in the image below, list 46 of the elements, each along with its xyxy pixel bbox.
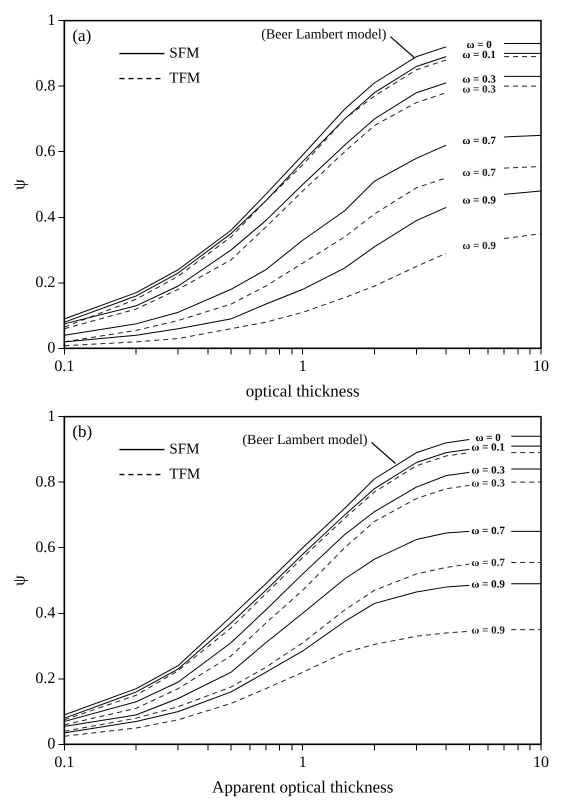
series-label: ω = 0.3 [471, 464, 506, 477]
series-label: ω = 0.7 [462, 134, 496, 147]
series-label: ω = 0.7 [462, 166, 496, 179]
annotation: TFM [169, 70, 200, 87]
x-axis-title: Apparent optical thickness [212, 777, 394, 796]
y-tick-label: 0 [47, 736, 56, 753]
y-tick-label: 0.2 [35, 274, 56, 292]
annotation: SFM [169, 442, 200, 458]
series-label: ω = 0.9 [471, 578, 506, 590]
y-tick-label: 1 [47, 12, 56, 29]
y-axis-title: ψ [10, 574, 29, 586]
y-tick-label: 0.4 [35, 604, 56, 622]
y-tick-label: 0 [47, 340, 56, 357]
annotation: (Beer Lambert model) [261, 27, 387, 42]
annotation: (a) [72, 26, 92, 46]
y-tick-label: 0.8 [35, 473, 56, 490]
series-label: ω = 0.9 [462, 194, 496, 207]
annotation: SFM [169, 46, 200, 62]
series-label: ω = 0 [475, 432, 502, 444]
series-label: ω = 0 [466, 39, 492, 52]
annotation: TFM [169, 466, 200, 483]
y-tick-label: 0.4 [35, 208, 56, 226]
series-label: ω = 0.7 [471, 557, 506, 570]
series-label: ω = 0.3 [462, 73, 496, 86]
y-tick-label: 0.2 [35, 670, 56, 688]
y-tick-label: 0.6 [35, 538, 56, 556]
series-label: ω = 0.9 [471, 624, 506, 636]
x-tick-label: 0.1 [54, 754, 74, 772]
y-axis-title: ψ [10, 178, 29, 190]
annotation: (b) [72, 422, 92, 442]
x-tick-label: 10 [533, 358, 549, 376]
y-tick-label: 1 [47, 408, 56, 425]
x-tick-label: 1 [298, 754, 307, 772]
x-tick-label: 10 [533, 754, 549, 772]
series-label: ω = 0.3 [462, 83, 496, 96]
series-label: ω = 0.1 [471, 442, 505, 454]
series-label: ω = 0.3 [471, 478, 506, 490]
x-tick-label: 1 [298, 358, 307, 376]
series-label: ω = 0.1 [462, 48, 496, 61]
y-tick-label: 0.6 [35, 142, 56, 160]
x-tick-label: 0.1 [54, 358, 74, 376]
x-axis-title: optical thickness [246, 381, 360, 400]
series-label: ω = 0.9 [462, 240, 496, 252]
annotation: (Beer Lambert model) [242, 433, 368, 448]
series-label: ω = 0.7 [471, 525, 506, 538]
y-tick-label: 0.8 [35, 77, 56, 94]
